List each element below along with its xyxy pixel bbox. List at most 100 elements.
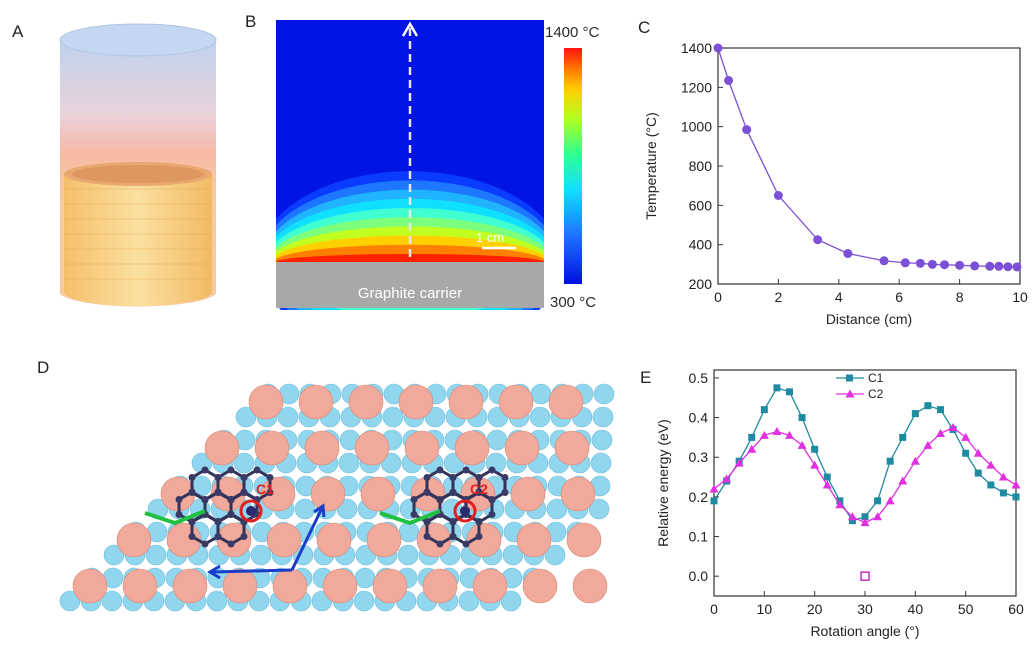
substrate-atom-large [204,430,240,466]
substrate-atom-large [454,430,490,466]
data-point [940,260,949,270]
substrate-atom-large [448,384,484,420]
data-point [847,512,857,521]
carbon-atom [188,518,196,525]
substrate-atom-small [145,544,167,566]
y-tick-label: 1200 [681,79,712,95]
data-point [985,261,995,271]
substrate-atom-small [590,452,612,474]
data-point [724,75,734,85]
data-point [722,474,732,483]
y-axis-label: Temperature (°C) [643,112,659,220]
y-tick-label: 0.3 [689,449,709,465]
substrate-atom-large [466,522,502,558]
data-point [962,449,970,457]
carbon-atom [201,466,209,474]
data-point [998,472,1008,481]
substrate-atom-small [398,521,420,543]
substrate-atom-large [348,384,384,420]
data-point [772,426,782,435]
x-axis-label: Distance (cm) [826,311,912,327]
carbon-atom [188,488,196,496]
substrate-atom-large [304,430,340,466]
data-point [773,191,783,200]
x-tick-label: 50 [958,601,974,617]
substrate-atom-small [354,567,376,589]
data-point [747,444,757,453]
substrate-atom-small [546,498,568,520]
substrate-atom-large [354,430,390,466]
data-point [994,261,1004,271]
carbon-atom [423,518,431,525]
substrate-atom-large [116,522,152,558]
carbon-atom [188,474,196,481]
carbon-atom [266,489,274,496]
data-point [974,469,982,477]
substrate-atom-small [544,544,566,566]
data-point [759,430,769,439]
data-point [748,433,756,441]
substrate-atom-large [266,522,302,558]
legend-marker [846,374,853,382]
scale-bar-label: 1 cm [476,230,504,245]
x-tick-label: 10 [1012,289,1028,305]
data-point [885,496,895,505]
carbon-atom [214,488,222,496]
data-point [1011,480,1021,489]
data-point [924,402,932,410]
plot-frame [717,47,1021,285]
carbon-atom [462,466,470,474]
carbon-atom [475,474,483,481]
y-tick-label: 400 [689,237,713,253]
series-line [713,387,1017,522]
substrate-atom-small [206,590,228,612]
carbon-atom [240,533,248,540]
carbon-atom [201,496,209,503]
data-point [910,456,920,465]
x-tick-label: 10 [757,601,773,617]
data-point [923,440,933,449]
carbon-atom [214,518,222,525]
substrate-atom-large [398,384,434,420]
data-point [811,445,819,453]
substrate-atom-large [316,522,352,558]
data-point [848,517,856,525]
carbon-atom [175,511,183,518]
data-point [861,513,869,521]
carbon-atom [227,496,235,503]
substrate-atom-large [172,568,208,604]
carbon-atom [423,474,431,481]
carbon-atom [501,489,509,496]
data-point [773,384,781,392]
x-axis-label: Rotation angle (°) [810,623,919,639]
carbon-atom [475,489,483,496]
substrate-atom-large [298,384,334,420]
carbon-atom [423,533,431,540]
data-point [798,414,806,422]
data-point [813,235,823,245]
data-point [879,256,889,266]
data-point [709,484,719,493]
substrate-atom-small [486,429,508,451]
x-tick-label: 6 [895,289,903,305]
carbon-atom [227,510,235,518]
substrate-atom-small [593,383,615,405]
carbon-atom [240,474,248,481]
data-point [915,258,925,268]
molecular-adsorption-model: C1 C2 [59,383,615,612]
substrate-atom-large [248,384,284,420]
site-c2-marker: C2 [453,481,488,523]
substrate-atom-small [338,452,360,474]
data-point [860,518,870,527]
substrate-atom-large [366,522,402,558]
y-tick-label: 0.1 [689,529,709,545]
substrate-atom-large [360,476,396,512]
carbon-atom [410,511,418,518]
substrate-atom-large [122,568,158,604]
substrate-atom-large [566,522,602,558]
carbon-atom [449,533,457,540]
data-point [970,261,980,271]
substrate-atom-large [516,522,552,558]
data-point [1003,262,1013,272]
x-tick-label: 60 [1008,601,1024,617]
